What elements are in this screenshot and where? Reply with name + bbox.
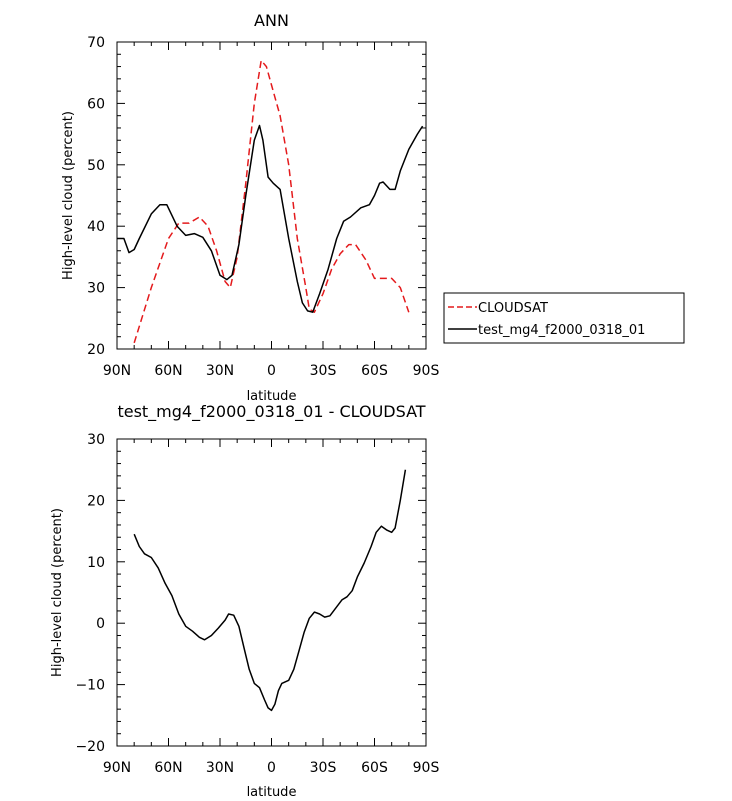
series-line-cloudsat <box>133 59 410 344</box>
x-tick-label: 90N <box>103 363 131 379</box>
x-tick-label: 90S <box>413 760 440 776</box>
x-tick-label: 60N <box>154 363 182 379</box>
series-line-difference <box>133 469 407 712</box>
legend-label: CLOUDSAT <box>478 301 548 316</box>
x-tick-label: 30S <box>310 760 337 776</box>
y-tick-label: 10 <box>87 555 105 571</box>
x-tick-label: 30N <box>206 760 234 776</box>
y-tick-label: −20 <box>75 739 105 755</box>
legend-box <box>443 292 685 344</box>
x-tick-label: 0 <box>267 363 276 379</box>
y-tick-label: 70 <box>87 35 105 51</box>
plot-frame <box>116 438 427 747</box>
y-tick-label: 0 <box>96 616 105 632</box>
y-tick-label: 20 <box>87 493 105 509</box>
x-tick-label: 30N <box>206 363 234 379</box>
x-axis-label: latitude <box>247 785 297 800</box>
y-axis-label: High-level cloud (percent) <box>61 111 76 280</box>
plot-frame <box>116 41 427 350</box>
y-tick-label: 20 <box>87 342 105 358</box>
y-axis-label: High-level cloud (percent) <box>50 508 65 677</box>
x-tick-label: 60S <box>361 760 388 776</box>
chart-title: ANN <box>254 11 289 30</box>
x-tick-label: 0 <box>267 760 276 776</box>
y-tick-label: 60 <box>87 96 105 112</box>
x-axis-label: latitude <box>247 389 297 404</box>
y-tick-label: 40 <box>87 219 105 235</box>
y-tick-label: 30 <box>87 432 105 448</box>
y-tick-label: 50 <box>87 158 105 174</box>
x-tick-label: 30S <box>310 363 337 379</box>
legend-label: test_mg4_f2000_0318_01 <box>478 323 645 338</box>
y-tick-label: 30 <box>87 281 105 297</box>
x-tick-label: 60N <box>154 760 182 776</box>
x-tick-label: 90N <box>103 760 131 776</box>
chart-title: test_mg4_f2000_0318_01 - CLOUDSAT <box>117 402 425 422</box>
series-line-test-mg4-f2000-0318-01 <box>117 124 424 313</box>
x-tick-label: 60S <box>361 363 388 379</box>
x-tick-label: 90S <box>413 363 440 379</box>
y-tick-label: −10 <box>75 678 105 694</box>
